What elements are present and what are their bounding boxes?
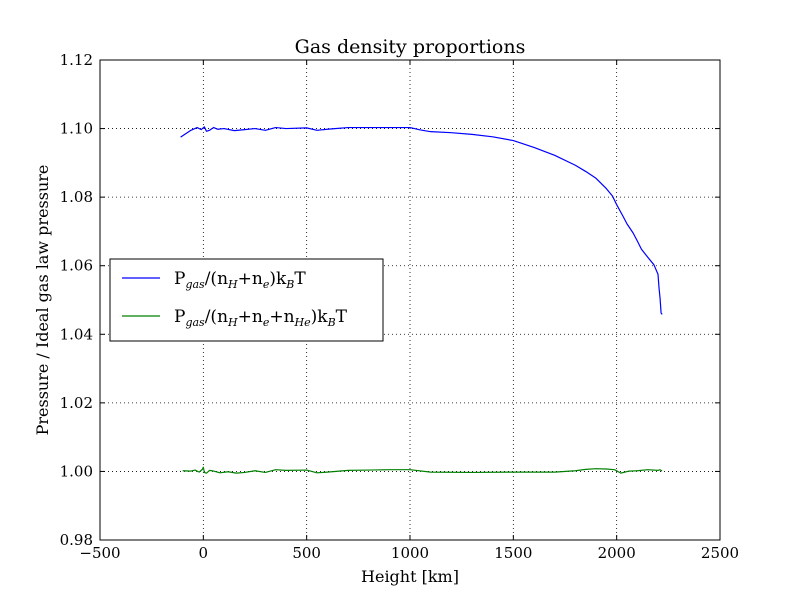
y-tick-label: 1.00 (60, 462, 93, 480)
series-line-with-helium-ratio (182, 466, 663, 474)
legend: Pgas/(nH+ne)kBT Pgas/(nH+ne+nHe)kBT (109, 258, 384, 342)
series-layer (180, 126, 663, 474)
y-tick-label: 0.98 (60, 531, 93, 549)
legend-label-ideal: Pgas/(nH+ne)kBT (174, 269, 306, 291)
y-axis-label: Pressure / Ideal gas law pressure (33, 165, 52, 436)
x-tick-label: 0 (199, 544, 209, 562)
ticks: −500 0 500 1000 1500 2000 2500 0.98 1.00 1.02 1.04… (60, 51, 740, 562)
x-tick-label: 1500 (494, 544, 532, 562)
y-tick-label: 1.02 (60, 394, 93, 412)
y-tick-label: 1.10 (60, 120, 93, 138)
x-axis-label: Height [km] (361, 567, 459, 586)
series-line-ideal-gas-ratio (180, 126, 663, 315)
legend-box (109, 258, 384, 342)
x-tick-label: −500 (79, 544, 120, 562)
y-tick-label: 1.08 (60, 188, 93, 206)
y-tick-label: 1.12 (60, 51, 93, 69)
x-tick-label: 1000 (391, 544, 429, 562)
chart-title: Gas density proportions (295, 36, 526, 58)
x-tick-label: 500 (292, 544, 321, 562)
y-tick-label: 1.06 (60, 257, 93, 275)
x-tick-label: 2500 (701, 544, 739, 562)
legend-label-with-helium: Pgas/(nH+ne+nHe)kBT (174, 307, 348, 329)
x-tick-label: 2000 (598, 544, 636, 562)
y-tick-label: 1.04 (60, 325, 93, 343)
